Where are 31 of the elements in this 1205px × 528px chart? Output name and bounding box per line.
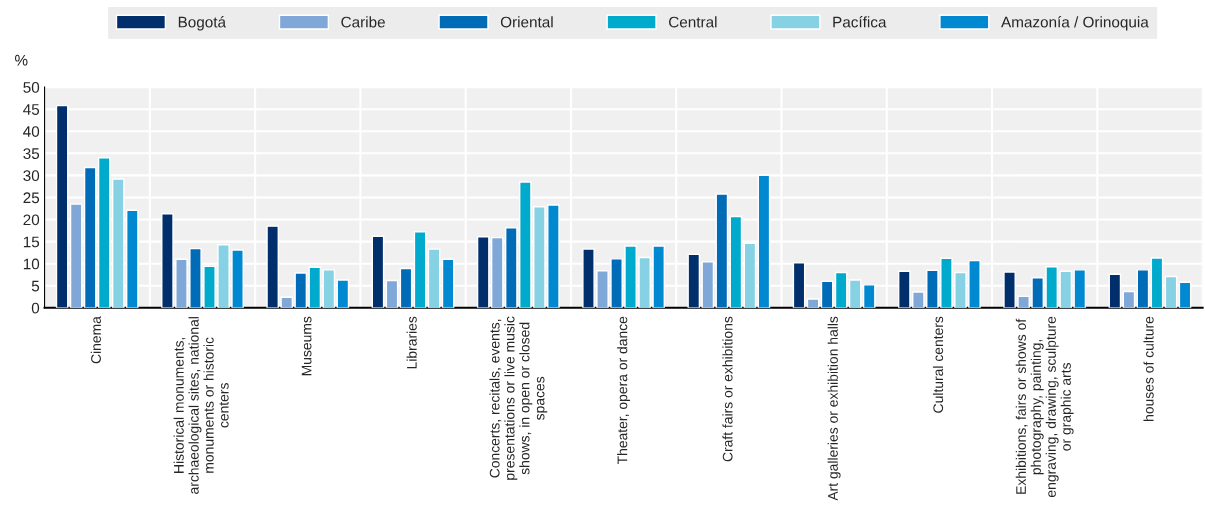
y-tick-label: 0 bbox=[31, 302, 40, 314]
legend-label: Bogotá bbox=[178, 16, 227, 31]
legend-label: Oriental bbox=[500, 16, 553, 28]
y-tick-label: 25 bbox=[23, 192, 40, 204]
y-tick-label: 50 bbox=[23, 81, 40, 93]
x-tick-label: Theater, opera or dance bbox=[617, 316, 631, 465]
y-tick-label: 40 bbox=[23, 126, 40, 137]
y-tick-label: 30 bbox=[23, 170, 40, 182]
x-tick-label: Cinema bbox=[90, 316, 101, 364]
bar bbox=[806, 298, 820, 308]
x-tick-label: Libraries bbox=[406, 316, 417, 369]
legend-label: Central bbox=[669, 16, 717, 28]
y-tick-label: 20 bbox=[23, 214, 40, 226]
y-tick-label: 35 bbox=[23, 148, 40, 160]
x-tick-label: Craft fairs or exhibitions bbox=[722, 316, 733, 462]
y-axis-title: % bbox=[15, 54, 28, 66]
legend-label: Pacífica bbox=[833, 16, 887, 28]
legend-label: Caribe bbox=[341, 16, 385, 28]
x-tick-label: Concerts, recitals, events, presentations or live music shows, in open or closed spaces bbox=[489, 316, 548, 480]
x-tick-label: Art galleries or exhibition halls bbox=[827, 316, 841, 501]
x-tick-label: Historical monuments, archaeological sites, national monuments or historic centers bbox=[173, 317, 229, 494]
y-tick-label: 5 bbox=[31, 280, 40, 292]
y-tick-label: 10 bbox=[23, 258, 40, 270]
bar bbox=[1122, 290, 1136, 308]
y-tick-label: 15 bbox=[23, 236, 40, 248]
y-tick-label: 45 bbox=[23, 104, 40, 115]
x-tick-label: Museums bbox=[301, 316, 312, 376]
x-tick-label: Exhibitions, fairs or shows of photography, painting, engraving, drawing, sculpture or graphic arts bbox=[1015, 316, 1074, 497]
legend-label: Amazonía / Orinoquia bbox=[1001, 16, 1149, 31]
x-tick-label: Cultural centers bbox=[932, 316, 944, 413]
x-tick-label: houses of culture bbox=[1143, 316, 1154, 421]
